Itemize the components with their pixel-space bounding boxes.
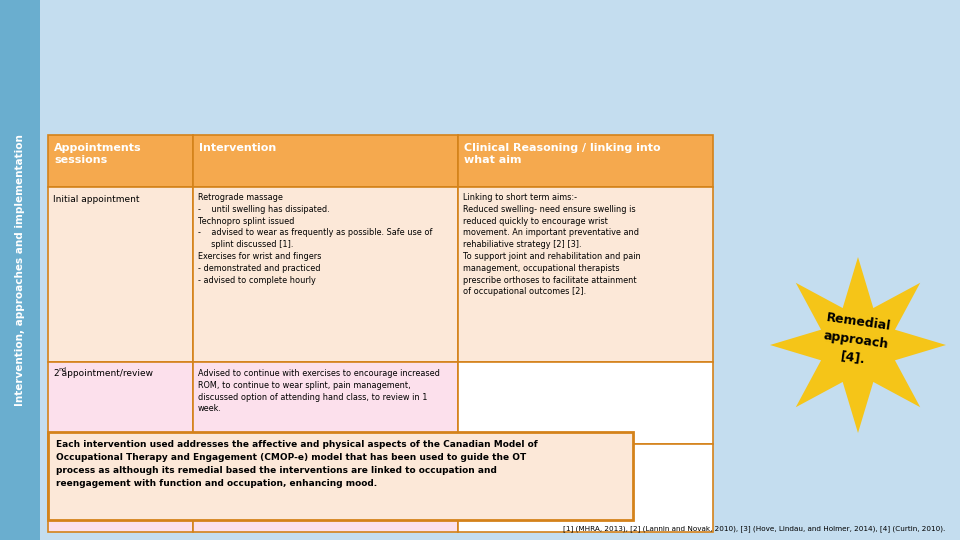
Bar [48, 135, 193, 187]
Bar [193, 135, 458, 187]
Bar [48, 187, 193, 362]
Bar [0, 0, 40, 540]
Text: nd: nd [58, 367, 66, 372]
Text: appointment/review: appointment/review [53, 451, 153, 460]
Text: Linking to short term aims:-
Reduced swelling- need ensure swelling is
reduced q: Linking to short term aims:- Reduced swe… [463, 193, 640, 296]
Bar [458, 362, 713, 444]
Text: Initial appointment: Initial appointment [53, 195, 139, 204]
Text: Heavily advised to continue with exercises and pain
management.
To consider atte: Heavily advised to continue with exercis… [198, 451, 421, 495]
Text: Retrograde massage
-    until swelling has dissipated.
Technopro splint issued
-: Retrograde massage - until swelling has … [198, 193, 432, 285]
Text: [1] (MHRA, 2013), [2] (Lannin and Novak, 2010), [3] (Hove, Lindau, and Holmer, 2: [1] (MHRA, 2013), [2] (Lannin and Novak,… [563, 525, 945, 532]
Bar [458, 444, 713, 532]
Bar [193, 187, 458, 362]
Text: Remedial
approach
[4].: Remedial approach [4]. [820, 311, 892, 369]
Text: 2: 2 [53, 369, 59, 378]
Text: rd: rd [58, 449, 64, 454]
Text: appointment/review: appointment/review [53, 369, 153, 378]
Text: 3: 3 [53, 451, 59, 460]
Bar [48, 432, 633, 520]
Text: Clinical Reasoning / linking into
what aim: Clinical Reasoning / linking into what a… [464, 143, 660, 165]
Bar [458, 135, 713, 187]
Text: Advised to continue with exercises to encourage increased
ROM, to continue to we: Advised to continue with exercises to en… [198, 369, 440, 414]
Text: Intervention: Intervention [199, 143, 276, 153]
Bar [48, 444, 193, 532]
Bar [193, 444, 458, 532]
Bar [458, 187, 713, 362]
Text: Each intervention used addresses the affective and physical aspects of the Canad: Each intervention used addresses the aff… [56, 440, 538, 488]
Bar [193, 362, 458, 444]
Polygon shape [770, 257, 946, 433]
Text: Intervention, approaches and implementation: Intervention, approaches and implementat… [15, 134, 25, 406]
Bar [48, 362, 193, 444]
Text: Appointments
sessions: Appointments sessions [54, 143, 142, 165]
